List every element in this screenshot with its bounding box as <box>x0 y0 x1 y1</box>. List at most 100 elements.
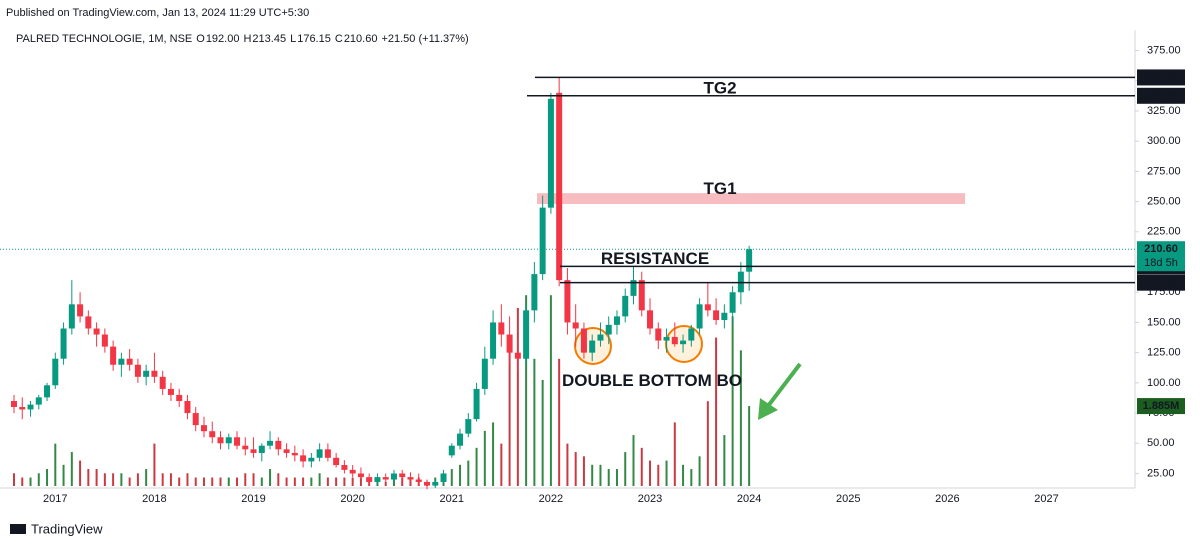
candle-body <box>490 322 497 359</box>
x-tick-label: 2024 <box>737 493 761 505</box>
volume-bar <box>459 464 462 486</box>
candle-body <box>366 477 373 482</box>
x-tick-label: 2017 <box>43 493 67 505</box>
volume-bar <box>95 469 98 486</box>
candle-body <box>647 310 654 329</box>
candle-body <box>217 437 224 444</box>
y-tick-label: 125.00 <box>1147 347 1181 359</box>
volume-bar <box>541 380 544 486</box>
candle-body <box>407 477 414 480</box>
volume-bar <box>326 477 329 486</box>
volume-bar <box>591 464 594 486</box>
volume-bar <box>29 477 32 486</box>
y-tick-label: 150.00 <box>1147 316 1181 328</box>
candle-body <box>424 481 430 486</box>
volume-bar <box>640 447 643 486</box>
volume-bar <box>467 460 470 486</box>
volume-bar <box>632 435 635 486</box>
candle-body <box>192 413 199 426</box>
candle-body <box>258 445 265 453</box>
annotation: DOUBLE BOTTOM BO <box>562 371 742 390</box>
candle-body <box>283 449 290 453</box>
candle-body <box>242 445 249 450</box>
volume-bar <box>318 473 321 486</box>
candle-body <box>589 340 596 353</box>
volume-bar <box>574 452 577 486</box>
x-tick-label: 2020 <box>340 493 364 505</box>
candle-body <box>498 322 505 335</box>
arrow <box>758 362 802 420</box>
target-zone <box>537 193 965 205</box>
candle-body <box>349 469 356 474</box>
candle-body <box>234 437 241 446</box>
volume-bar <box>285 477 288 486</box>
legend-text: PALRED TECHNOLOGIE, 1M, NSE <box>16 33 192 45</box>
volume-bar <box>715 337 718 486</box>
candle-body <box>514 352 521 359</box>
legend: PALRED TECHNOLOGIE, 1M, NSE O 192.00 H 213.4… <box>16 33 469 45</box>
y-tick-label: 100.00 <box>1147 377 1181 389</box>
price-tag <box>1137 274 1185 291</box>
candle-body <box>118 358 125 365</box>
candle-body <box>613 316 620 325</box>
volume-bar <box>673 422 676 486</box>
candle-body <box>291 452 298 456</box>
price-tag-label: 337.55 <box>1144 90 1178 102</box>
candle-body <box>267 440 274 446</box>
candle-body <box>564 280 571 323</box>
volume-bar <box>359 477 362 486</box>
legend-text: L <box>290 33 296 45</box>
volume-bar <box>615 469 618 486</box>
candle-body <box>324 449 331 458</box>
last-price-label: 210.60 <box>1144 243 1178 255</box>
volume-bar <box>79 460 82 486</box>
x-tick-label: 2027 <box>1034 493 1058 505</box>
volume-bar <box>103 473 106 486</box>
candle-body <box>580 328 587 353</box>
candle-body <box>440 473 447 482</box>
candle-body <box>390 473 397 480</box>
legend-text: O <box>196 33 205 45</box>
volume-bar <box>37 473 40 486</box>
candle-body <box>44 385 51 398</box>
candle-body <box>506 334 513 353</box>
x-tick-label: 2023 <box>638 493 662 505</box>
price-tag-label: 182.90 <box>1144 277 1178 289</box>
last-price-tag <box>1137 241 1185 272</box>
volume-bar <box>252 473 255 486</box>
candle-body <box>11 400 17 408</box>
candle-body <box>52 358 59 386</box>
candle-body <box>539 207 546 275</box>
volume-bar <box>293 477 296 486</box>
volume-bar <box>211 477 214 486</box>
legend-text: C <box>335 33 343 45</box>
candle-body <box>605 324 612 335</box>
volume-tag <box>1137 398 1185 415</box>
x-tick-label: 2025 <box>836 493 860 505</box>
volume-bar <box>731 316 734 486</box>
volume-bar <box>706 401 709 486</box>
volume-bar <box>657 464 660 486</box>
volume-bar <box>351 477 354 486</box>
legend-text: +21.50 (+11.37%) <box>381 33 468 45</box>
volume-bar <box>516 307 519 486</box>
volume-bar <box>145 469 148 486</box>
candle-body <box>655 328 662 341</box>
candle-body <box>77 304 84 317</box>
candle-body <box>729 292 736 313</box>
legend-text: 192.00 <box>206 33 240 45</box>
volume-bar <box>227 477 230 486</box>
volume-bar <box>739 350 742 486</box>
volume-bar <box>475 447 478 486</box>
volume-bar <box>153 443 156 486</box>
y-tick-label: 300.00 <box>1147 135 1181 147</box>
candle-body <box>457 433 464 446</box>
legend-text: 210.60 <box>344 33 378 45</box>
candle-body <box>308 457 315 462</box>
countdown: 18d 5h <box>1144 257 1178 269</box>
y-tick-label: 50.00 <box>1147 437 1175 449</box>
candle-body <box>473 388 480 420</box>
volume-bar <box>682 464 685 486</box>
volume-bar <box>384 481 387 486</box>
volume-bar <box>277 473 280 486</box>
